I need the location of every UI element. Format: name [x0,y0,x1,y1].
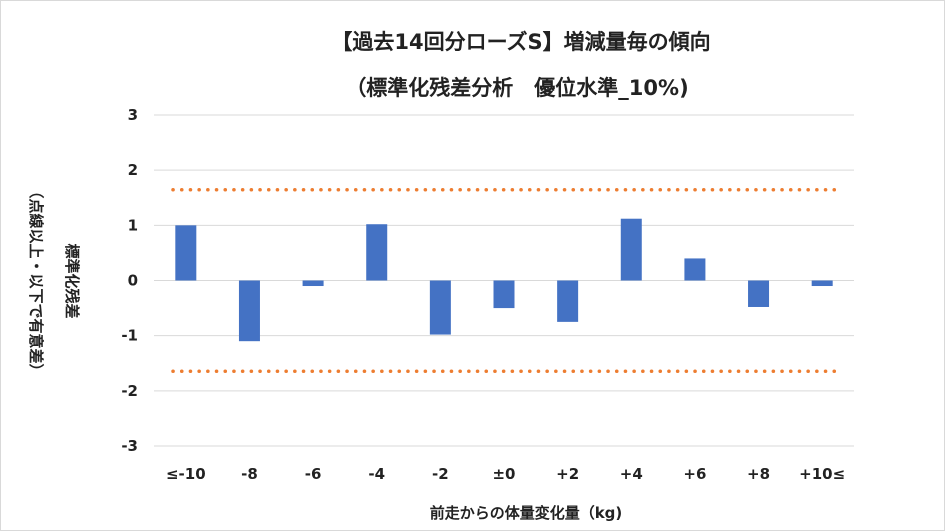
bar [748,280,770,307]
bar [429,280,451,335]
y-tick-label: -2 [121,382,138,400]
y-axis-sublabel: （点線以上・以下で有意差） [27,183,45,378]
x-tick-label: -2 [432,465,449,483]
x-tick-label: +4 [620,465,643,483]
x-tick-labels: ≤-10 -8 -6 -4 -2 ±0 +2 +4 +6 +8 +10≤ [166,465,845,483]
y-axis-label: 標準化残差 [63,243,81,318]
x-tick-label: -8 [241,465,258,483]
y-tick-label: 0 [128,272,138,290]
y-tick-label: -1 [121,327,138,345]
x-tick-label: +6 [683,465,706,483]
x-tick-label: ≤-10 [166,465,206,483]
bar [684,258,706,281]
bar [366,224,388,281]
x-tick-label: -6 [305,465,322,483]
x-tick-label: +10≤ [799,465,845,483]
bar [811,280,833,287]
bar [557,280,579,322]
x-tick-label: +8 [747,465,770,483]
bars [175,218,833,342]
bar [238,280,260,342]
x-tick-label: +2 [556,465,579,483]
chart-subtitle: （標準化残差分析 優位水準_10%) [345,76,688,100]
bar [620,218,642,281]
y-tick-label: 1 [128,216,138,234]
bar [493,280,515,309]
y-tick-label: 2 [128,161,138,179]
chart-title: 【過去14回分ローズS】増減量毎の傾向 [331,30,710,54]
bar [175,225,197,281]
y-tick-labels: 3 2 1 0 -1 -2 -3 [121,106,138,455]
gridlines [154,114,854,447]
y-tick-label: -3 [121,437,138,455]
x-tick-label: ±0 [492,465,515,483]
y-tick-label: 3 [128,106,138,124]
bar [302,280,324,287]
x-tick-label: -4 [368,465,385,483]
x-axis-label: 前走からの体量変化量（kg) [430,504,623,522]
